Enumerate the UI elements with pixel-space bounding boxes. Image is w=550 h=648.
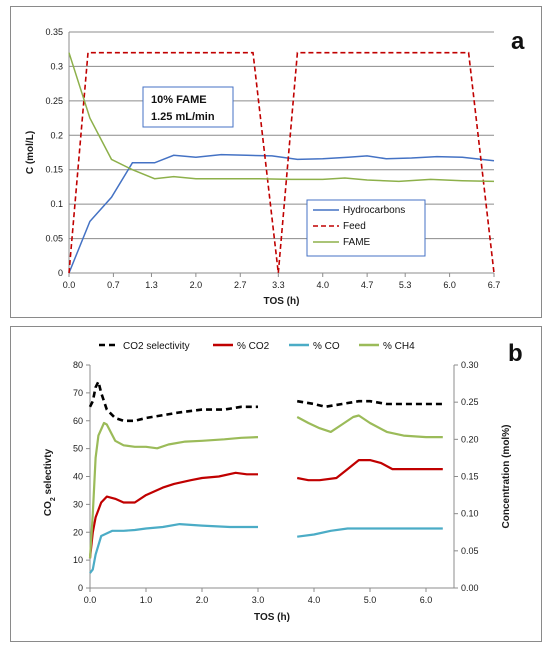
x-tick-label-a: 6.7 [488, 280, 501, 290]
series-line-b-3-seg-0 [88, 421, 259, 559]
x-tick-label-a: 4.7 [361, 280, 374, 290]
y-tick-label-right-b: 0.20 [461, 434, 479, 444]
x-tick-label-a: 1.3 [145, 280, 158, 290]
y-tick-label-a: 0.25 [45, 96, 63, 106]
x-tick-label-a: 6.0 [443, 280, 456, 290]
y-tick-label-left-b: 60 [73, 416, 83, 426]
x-tick-label-a: 3.3 [272, 280, 285, 290]
x-tick-label-a: 2.0 [190, 280, 203, 290]
y-tick-label-a: 0.05 [45, 234, 63, 244]
y-tick-label-left-b: 70 [73, 388, 83, 398]
y-tick-label-a: 0.3 [50, 61, 63, 71]
x-tick-label-a: 2.7 [234, 280, 247, 290]
y-tick-label-left-b: 40 [73, 472, 83, 482]
y-tick-label-a: 0 [58, 268, 63, 278]
y-axis-label-left-part-b: CO [43, 501, 54, 516]
x-tick-label-b: 3.0 [252, 595, 265, 605]
y-tick-label-a: 0.2 [50, 130, 63, 140]
x-tick-label-b: 2.0 [196, 595, 209, 605]
x-tick-label-b: 6.0 [420, 595, 433, 605]
x-tick-label-b: 1.0 [140, 595, 153, 605]
chart-b: 0 10 20 30 40 50 60 70 80 0.00 0.05 0.10 0.15 0.20 0.2… [43, 340, 523, 623]
series-line-b-2-seg-1 [297, 527, 443, 538]
panel-label-b: b [508, 340, 523, 367]
annotation-box-a [142, 86, 234, 128]
y-tick-label-a: 0.35 [45, 27, 63, 37]
x-axis-label-a: TOS (h) [264, 296, 300, 307]
series-line-a-0 [68, 153, 495, 274]
annotation-line-a: 1.25 mL/min [151, 111, 215, 123]
y-axis-label-a: C (mol/L) [25, 131, 36, 174]
y-tick-label-right-b: 0.25 [461, 397, 479, 407]
legend-label-b-3: % CH4 [383, 341, 415, 352]
legend-label-a-2: FAME [343, 237, 371, 248]
x-tick-label-b: 5.0 [364, 595, 377, 605]
x-tick-label-a: 0.0 [63, 280, 76, 290]
y-tick-label-right-b: 0.05 [461, 546, 479, 556]
y-tick-label-a: 0.1 [50, 199, 63, 209]
series-line-b-0-seg-1 [296, 399, 443, 409]
y-axis-label-right-b: Concentration (mol%) [501, 425, 512, 529]
series-line-b-1-seg-1 [296, 459, 443, 482]
chart-a: 0 0.05 0.1 0.15 0.2 0.25 0.3 0.35 0.0 0.7 1.3 2.0 2.… [25, 27, 525, 307]
series-line-a-1 [68, 51, 495, 274]
series-line-a-2 [68, 52, 495, 183]
y-tick-label-a: 0.15 [45, 165, 63, 175]
panel-label-a: a [511, 28, 525, 55]
y-axis-label-left-b: CO2 selectivty [43, 448, 57, 516]
y-tick-label-left-b: 50 [73, 444, 83, 454]
annotation-line-a: 10% FAME [151, 94, 207, 106]
x-tick-label-a: 5.3 [399, 280, 412, 290]
x-tick-label-a: 0.7 [107, 280, 120, 290]
x-axis-label-b: TOS (h) [254, 612, 290, 623]
x-tick-label-b: 0.0 [84, 595, 97, 605]
panel-a: 0 0.05 0.1 0.15 0.2 0.25 0.3 0.35 0.0 0.7 1.3 2.0 2.… [10, 6, 542, 318]
y-axis-label-left-part-b: 2 [50, 497, 57, 501]
y-tick-label-left-b: 80 [73, 360, 83, 370]
x-tick-label-a: 4.0 [316, 280, 329, 290]
x-tick-label-b: 4.0 [308, 595, 321, 605]
legend-label-b-2: % CO [313, 341, 340, 352]
legend-label-b-0: CO2 selectivity [123, 341, 190, 352]
y-tick-label-right-b: 0.10 [461, 509, 479, 519]
series-line-b-2-seg-0 [89, 523, 258, 574]
legend-label-b-1: % CO2 [237, 341, 270, 352]
y-tick-label-left-b: 30 [73, 499, 83, 509]
series-line-b-3-seg-1 [296, 414, 443, 439]
y-axis-label-left-part-b: selectivty [43, 448, 54, 497]
y-tick-label-left-b: 0 [78, 583, 83, 593]
legend-label-a-0: Hydrocarbons [343, 205, 405, 216]
y-tick-label-right-b: 0.30 [461, 360, 479, 370]
y-tick-label-right-b: 0.15 [461, 472, 479, 482]
y-tick-label-right-b: 0.00 [461, 583, 479, 593]
series-line-b-0-seg-0 [88, 380, 258, 423]
y-tick-label-left-b: 20 [73, 527, 83, 537]
legend-label-a-1: Feed [343, 221, 366, 232]
series-line-b-1-seg-0 [88, 471, 258, 559]
y-tick-label-left-b: 10 [73, 555, 83, 565]
panel-b: 0 10 20 30 40 50 60 70 80 0.00 0.05 0.10 0.15 0.20 0.2… [10, 326, 542, 642]
